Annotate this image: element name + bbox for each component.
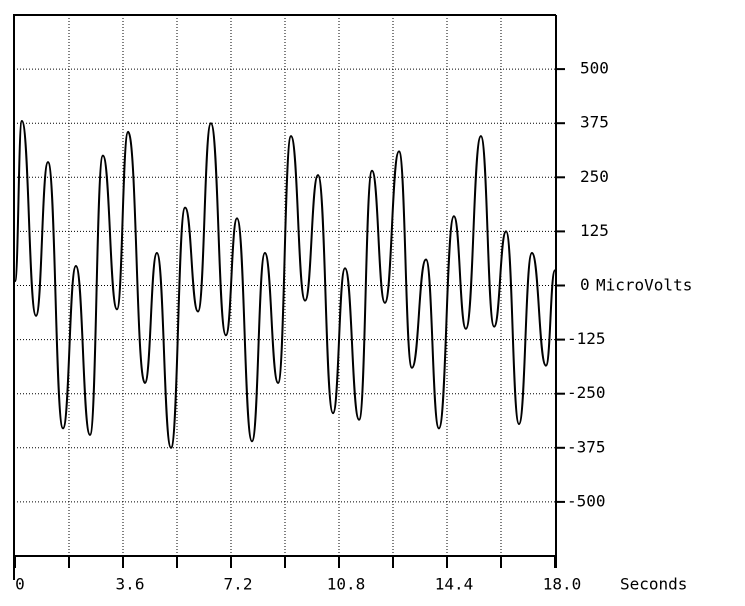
x-tick-label: 18.0: [543, 575, 582, 594]
signal-line: [14, 120, 556, 449]
x-tick-label: 7.2: [224, 575, 253, 594]
y-tick-label: 250: [580, 167, 609, 186]
x-tick-label: 0: [15, 575, 25, 594]
y-tick-label: -125: [567, 329, 606, 348]
y-tick-label: -500: [567, 491, 606, 510]
y-tick-label: -250: [567, 383, 606, 402]
y-axis-label: MicroVolts: [596, 276, 692, 295]
x-tick-label: 14.4: [435, 575, 474, 594]
x-tick-label: 10.8: [327, 575, 366, 594]
y-tick-label: 500: [580, 59, 609, 78]
x-axis-label: Seconds: [620, 575, 687, 594]
y-tick-label: 0: [580, 275, 590, 294]
y-tick-label: 125: [580, 221, 609, 240]
y-tick-label: 375: [580, 113, 609, 132]
x-tick-label: 3.6: [116, 575, 145, 594]
y-tick-label: -375: [567, 437, 606, 456]
